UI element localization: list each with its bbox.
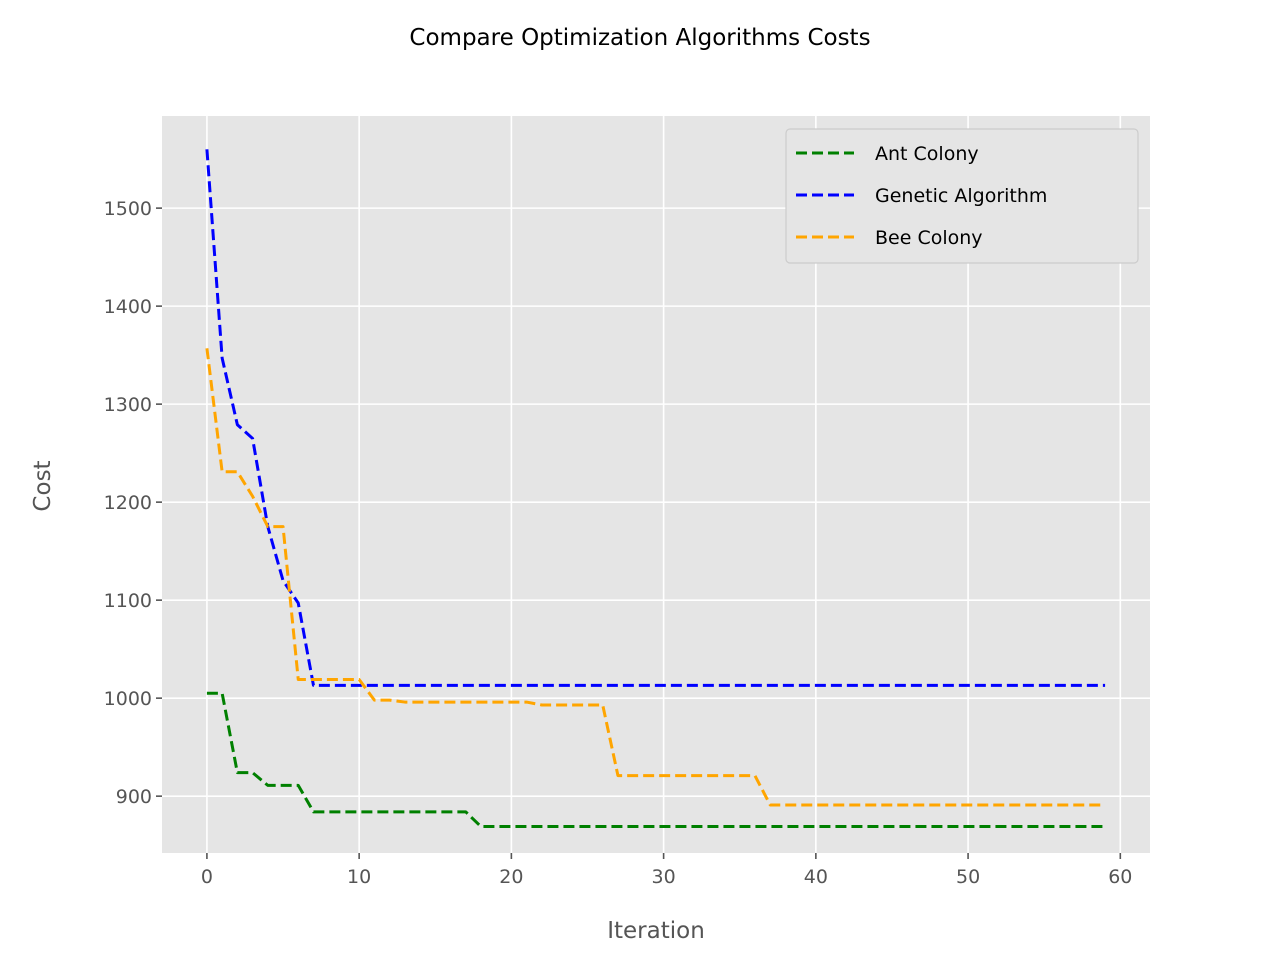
legend-label-ant-colony: Ant Colony	[875, 143, 979, 165]
x-tick-label: 20	[499, 866, 523, 888]
x-tick-label: 50	[956, 866, 980, 888]
y-axis-label: Cost	[30, 460, 56, 511]
series-line-ant-colony	[206, 691, 1106, 829]
series-line-genetic-algorithm	[205, 149, 1106, 687]
chart-title: Compare Optimization Algorithms Costs	[409, 25, 870, 51]
y-tick-label: 1400	[104, 296, 152, 318]
legend-label-genetic-algorithm: Genetic Algorithm	[875, 185, 1047, 207]
y-tick-label: 1100	[104, 590, 152, 612]
tick-labels: 0 10 20 30 40 50 60 900 1000 1100 1200 1300 1400 1500	[104, 198, 1133, 888]
y-tick-label: 1200	[104, 492, 152, 514]
y-tick-label: 1300	[104, 394, 152, 416]
x-tick-label: 40	[804, 866, 828, 888]
legend-label-bee-colony: Bee Colony	[875, 227, 983, 249]
series-layer	[205, 149, 1106, 829]
grid	[162, 116, 1150, 853]
x-tick-label: 10	[347, 866, 371, 888]
y-tick-label: 1500	[104, 198, 152, 220]
x-tick-label: 30	[652, 866, 676, 888]
y-tick-label: 1000	[104, 688, 152, 710]
y-tick-label: 900	[116, 786, 152, 808]
legend: Ant Colony Genetic Algorithm Bee Colony	[785, 128, 1139, 264]
legend-frame	[785, 128, 1139, 264]
x-axis-label: Iteration	[607, 918, 705, 944]
x-tick-label: 60	[1108, 866, 1132, 888]
series-line-bee-colony	[205, 348, 1106, 807]
x-tick-label: 0	[201, 866, 213, 888]
